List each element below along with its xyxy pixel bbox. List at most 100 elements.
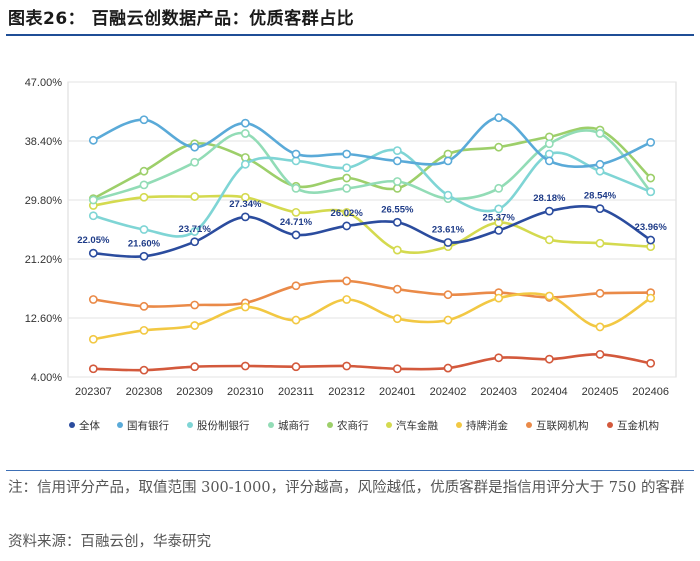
data-point	[342, 221, 352, 231]
data-point	[443, 156, 453, 166]
data-point	[240, 302, 250, 312]
data-point	[392, 284, 402, 294]
line-chart: 4.00% 12.60% 21.20% 29.80% 38.40% 47.00% 20230…	[25, 77, 677, 432]
x-tick-label: 202406	[632, 386, 669, 398]
data-point	[139, 251, 149, 261]
data-point	[443, 190, 453, 200]
data-point	[494, 353, 504, 363]
data-label: 23.96%	[635, 222, 668, 233]
legend-item: 股份制银行	[187, 419, 250, 432]
legend-label: 互联网机构	[536, 419, 589, 432]
title-divider	[6, 34, 694, 36]
data-label: 22.05%	[77, 235, 110, 246]
data-point	[342, 183, 352, 193]
data-point	[544, 354, 554, 364]
legend-label: 互金机构	[617, 419, 659, 432]
x-tick-label: 202401	[379, 386, 416, 398]
legend-item: 汽车金融	[386, 419, 438, 432]
data-point	[494, 204, 504, 214]
data-point	[291, 362, 301, 372]
data-point	[646, 293, 656, 303]
data-point	[544, 139, 554, 149]
data-point	[190, 157, 200, 167]
data-point	[88, 211, 98, 221]
data-point	[646, 235, 656, 245]
x-tick-label: 202307	[75, 386, 112, 398]
legend-marker	[526, 422, 532, 428]
data-label: 24.71%	[280, 217, 313, 228]
data-point	[544, 206, 554, 216]
data-label: 27.34%	[229, 199, 262, 210]
series-line	[92, 279, 652, 308]
legend-item: 城商行	[268, 419, 310, 432]
legend-label: 汽车金融	[396, 419, 438, 432]
y-tick-label: 21.20%	[25, 254, 63, 266]
data-point	[139, 166, 149, 176]
y-tick-label: 47.00%	[25, 77, 63, 89]
data-point	[139, 192, 149, 202]
data-point	[190, 237, 200, 247]
series-line	[92, 194, 652, 255]
legend-marker	[69, 422, 75, 428]
data-point	[291, 281, 301, 291]
x-tick-label: 202404	[531, 386, 568, 398]
legend-item: 全体	[69, 419, 100, 432]
data-label: 26.02%	[331, 208, 364, 219]
data-point	[88, 364, 98, 374]
data-point	[88, 295, 98, 304]
data-point	[443, 363, 453, 373]
x-tick-label: 202311	[278, 386, 314, 398]
data-point	[291, 149, 301, 159]
legend-label: 股份制银行	[197, 419, 250, 432]
x-tick-label: 202308	[126, 386, 163, 398]
data-point	[291, 183, 301, 193]
legend-marker	[187, 422, 193, 428]
data-point	[139, 365, 149, 375]
series-group	[88, 291, 656, 344]
data-point	[392, 364, 402, 374]
data-point	[240, 129, 250, 138]
series-group	[88, 276, 656, 311]
data-point	[595, 159, 605, 169]
series-group	[88, 192, 656, 255]
series-line	[92, 116, 652, 168]
series-group	[88, 349, 656, 375]
y-tick-label: 29.80%	[25, 195, 63, 207]
legend-label: 农商行	[337, 419, 369, 432]
data-point	[646, 137, 656, 147]
data-label: 28.54%	[584, 191, 617, 202]
data-point	[392, 177, 402, 186]
y-tick-label: 12.60%	[25, 313, 63, 325]
data-label: 23.71%	[179, 224, 212, 235]
data-point	[494, 293, 504, 303]
legend-item: 互金机构	[607, 419, 659, 432]
data-point	[595, 204, 605, 214]
x-tick-label: 202312	[328, 386, 365, 398]
data-point	[544, 235, 554, 245]
chart-title: 图表26： 百融云创数据产品：优质客群占比	[8, 9, 355, 29]
data-point	[443, 290, 453, 300]
series-group	[88, 129, 656, 205]
data-label: 21.60%	[128, 238, 161, 249]
data-point	[190, 362, 200, 372]
data-point	[494, 142, 504, 152]
data-point	[139, 301, 149, 311]
data-point	[544, 291, 554, 301]
series-line	[92, 353, 652, 372]
data-point	[190, 142, 200, 152]
legend-item: 持牌消金	[456, 419, 508, 432]
data-label: 25.37%	[483, 212, 516, 223]
legend-marker	[607, 422, 613, 428]
legend-marker	[268, 422, 274, 428]
footer-divider	[6, 470, 694, 471]
x-tick-label: 202310	[227, 386, 264, 398]
data-point	[342, 295, 352, 304]
legend-label: 持牌消金	[466, 419, 508, 432]
data-point	[595, 288, 605, 298]
x-tick-label: 202405	[582, 386, 619, 398]
data-point	[291, 315, 301, 325]
data-point	[595, 129, 605, 138]
legend-marker	[456, 422, 462, 428]
y-tick-label: 4.00%	[31, 372, 62, 384]
data-point	[342, 173, 352, 183]
